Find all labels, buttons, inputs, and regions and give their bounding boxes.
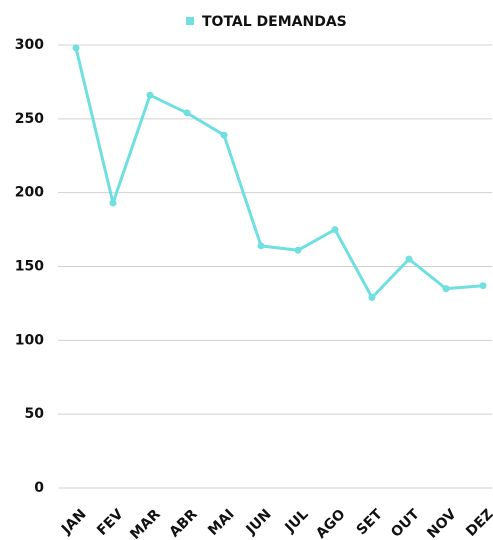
data-point	[405, 255, 413, 263]
data-point	[442, 285, 450, 293]
y-tick-label: 300	[15, 37, 44, 53]
x-tick-label: OUT	[388, 506, 423, 540]
y-tick-label: 100	[15, 332, 44, 348]
x-tick-label: AGO	[313, 506, 349, 540]
data-point	[294, 246, 302, 254]
data-point	[109, 199, 117, 207]
x-tick-label: DEZ	[463, 506, 493, 539]
data-point	[257, 242, 265, 250]
x-tick-label: SET	[354, 506, 386, 538]
data-point	[220, 131, 228, 139]
y-tick-label: 250	[15, 111, 44, 127]
data-point	[146, 91, 154, 99]
data-point	[72, 44, 80, 52]
legend-swatch	[186, 17, 194, 25]
y-tick-label: 0	[34, 480, 44, 496]
data-line	[74, 47, 484, 300]
y-tick-label: 200	[15, 185, 44, 201]
legend-label: TOTAL DEMANDAS	[202, 14, 347, 30]
x-tick-label: JUN	[243, 506, 275, 538]
x-tick-label: JAN	[58, 506, 90, 538]
x-tick-label: JUL	[282, 506, 312, 536]
x-tick-label: MAR	[127, 506, 164, 540]
data-point	[368, 294, 376, 302]
data-point	[479, 282, 487, 290]
y-tick-label: 150	[15, 259, 44, 275]
data-point	[331, 226, 339, 234]
x-tick-label: MAI	[205, 506, 238, 539]
data-point	[183, 109, 191, 117]
x-tick-label: NOV	[424, 506, 460, 540]
x-tick-label: FEV	[94, 506, 127, 539]
y-tick-label: 50	[25, 406, 45, 422]
x-tick-label: ABR	[167, 506, 201, 540]
